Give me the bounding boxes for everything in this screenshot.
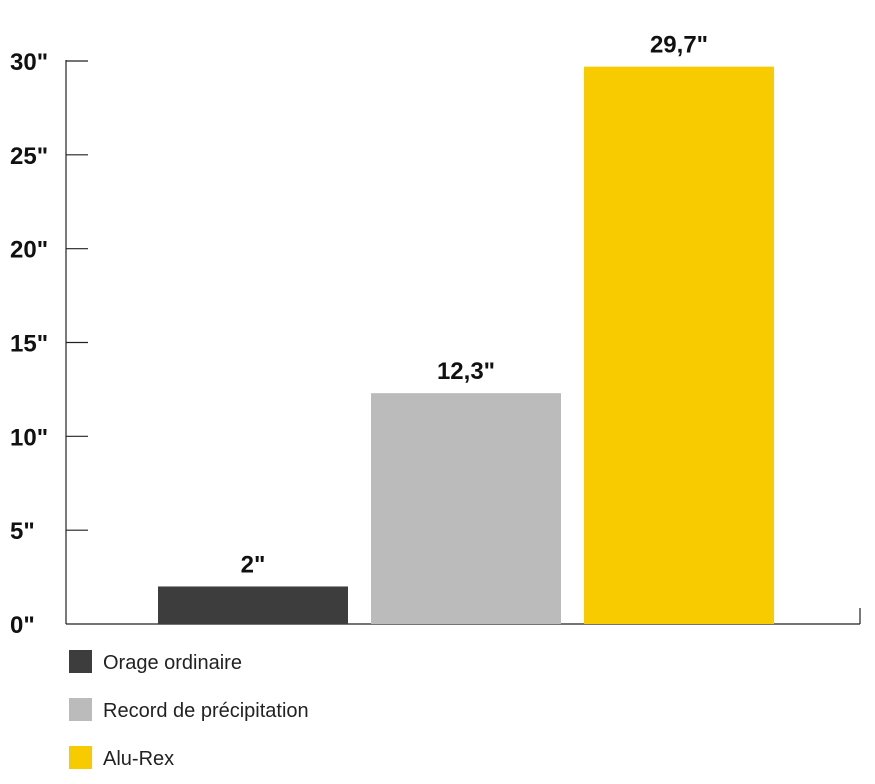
legend-swatch <box>69 650 92 673</box>
legend-item: Record de précipitation <box>69 698 309 722</box>
data-label: 29,7" <box>650 32 708 59</box>
data-label: 12,3" <box>437 358 495 385</box>
y-tick-label: 10" <box>10 424 48 451</box>
y-tick-label: 0" <box>10 612 35 639</box>
legend-label: Orage ordinaire <box>103 652 242 674</box>
legend-swatch <box>69 746 92 769</box>
y-tick-label: 15" <box>10 331 48 358</box>
y-tick-label: 30" <box>10 49 48 76</box>
y-tick-label: 25" <box>10 143 48 170</box>
data-labels: 2" 12,3" 29,7" <box>241 32 708 579</box>
legend: Orage ordinaire Record de précipitation Al… <box>69 650 309 770</box>
legend-item: Orage ordinaire <box>69 650 242 674</box>
bar <box>158 586 348 624</box>
bars <box>158 66 774 624</box>
bar <box>584 66 774 624</box>
bar <box>371 393 561 624</box>
data-label: 2" <box>241 551 266 578</box>
y-tick-label: 20" <box>10 237 48 264</box>
legend-label: Alu-Rex <box>103 748 174 770</box>
legend-item: Alu-Rex <box>69 746 174 770</box>
y-tick-label: 5" <box>10 518 35 545</box>
legend-label: Record de précipitation <box>103 700 309 722</box>
legend-swatch <box>69 698 92 721</box>
axes: 0" 5" 10" 15" 20" 25" 30" <box>10 49 861 639</box>
